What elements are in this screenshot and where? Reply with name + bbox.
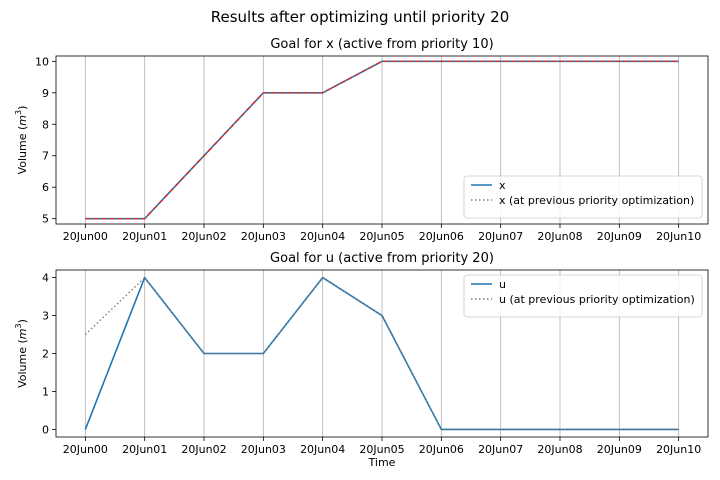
x-axis-label: Time — [368, 456, 396, 469]
y-tick-label: 5 — [42, 213, 49, 226]
legend-box — [463, 175, 703, 219]
x-tick-label: 20Jun05 — [359, 230, 404, 243]
y-axis-label: Volume (m3) — [14, 106, 29, 175]
y-axis-label-close: ) — [16, 319, 29, 323]
x-tick-label: 20Jun03 — [241, 230, 286, 243]
x-tick-label: 20Jun08 — [537, 230, 582, 243]
y-axis-label-unit: m — [16, 115, 29, 126]
x-tick-label: 20Jun00 — [63, 443, 108, 456]
legend-box — [463, 274, 703, 318]
subplot-1: 20Jun00 20Jun01 20Jun02 20Jun03 20Jun04 20Jun… — [14, 37, 709, 243]
y-tick-label: 3 — [42, 310, 49, 323]
x-tick-label: 20Jun05 — [359, 443, 404, 456]
series-line-target — [85, 60, 679, 220]
x-tick-label: 20Jun06 — [419, 443, 464, 456]
y-tick-label: 0 — [42, 423, 49, 436]
x-tick-label: 20Jun10 — [656, 230, 701, 243]
x-tick-label: 20Jun09 — [597, 443, 642, 456]
legend-entry: u (at previous priority optimization) — [499, 293, 695, 306]
y-axis-label-text: Volume ( — [16, 339, 29, 388]
y-axis-label-close: ) — [16, 106, 29, 110]
legend: x x (at previous priority optimization) — [463, 175, 703, 219]
x-tick-label: 20Jun00 — [63, 230, 108, 243]
x-tick-label: 20Jun03 — [241, 443, 286, 456]
subplot-2: 20Jun00 20Jun01 20Jun02 20Jun03 20Jun04 20Jun… — [14, 251, 709, 469]
legend-entry: x (at previous priority optimization) — [499, 194, 694, 207]
x-tick-label: 20Jun08 — [537, 443, 582, 456]
y-axis-label-sup: 3 — [14, 323, 23, 328]
x-tick-label: 20Jun09 — [597, 230, 642, 243]
axes-container: 20Jun00 20Jun01 20Jun02 20Jun03 20Jun04 20Jun… — [14, 37, 709, 469]
x-tick-label: 20Jun07 — [478, 443, 523, 456]
x-tick-label: 20Jun01 — [122, 443, 167, 456]
x-tick-label: 20Jun02 — [181, 230, 226, 243]
x-tick-label: 20Jun06 — [419, 230, 464, 243]
x-tick-label: 20Jun10 — [656, 443, 701, 456]
series-line-u-at-previous-priority-optimization- — [84, 276, 679, 431]
legend-entry: u — [499, 278, 506, 291]
y-tick-label: 6 — [42, 181, 49, 194]
x-tick-label: 20Jun04 — [300, 443, 345, 456]
y-tick-label: 4 — [42, 272, 49, 285]
figure-suptitle: Results after optimizing until priority … — [211, 8, 510, 26]
y-axis-label: Volume (m3) — [14, 319, 29, 388]
x-tick-label: 20Jun02 — [181, 443, 226, 456]
y-axis-label-text: Volume ( — [16, 126, 29, 175]
legend-entry: x — [499, 179, 506, 192]
y-tick-label: 7 — [42, 150, 49, 163]
axes-title: Goal for x (active from priority 10) — [270, 37, 493, 52]
x-tick-label: 20Jun07 — [478, 230, 523, 243]
y-tick-label: 1 — [42, 385, 49, 398]
legend: u u (at previous priority optimization) — [463, 274, 703, 318]
x-tick-label: 20Jun01 — [122, 230, 167, 243]
y-tick-label: 8 — [42, 118, 49, 131]
y-axis-label-unit: m — [16, 328, 29, 339]
axes-title: Goal for u (active from priority 20) — [270, 251, 494, 266]
y-tick-label: 9 — [42, 87, 49, 100]
x-tick-label: 20Jun04 — [300, 230, 345, 243]
y-tick-label: 10 — [35, 55, 49, 68]
y-tick-label: 2 — [42, 348, 49, 361]
y-axis-label-sup: 3 — [14, 110, 23, 115]
